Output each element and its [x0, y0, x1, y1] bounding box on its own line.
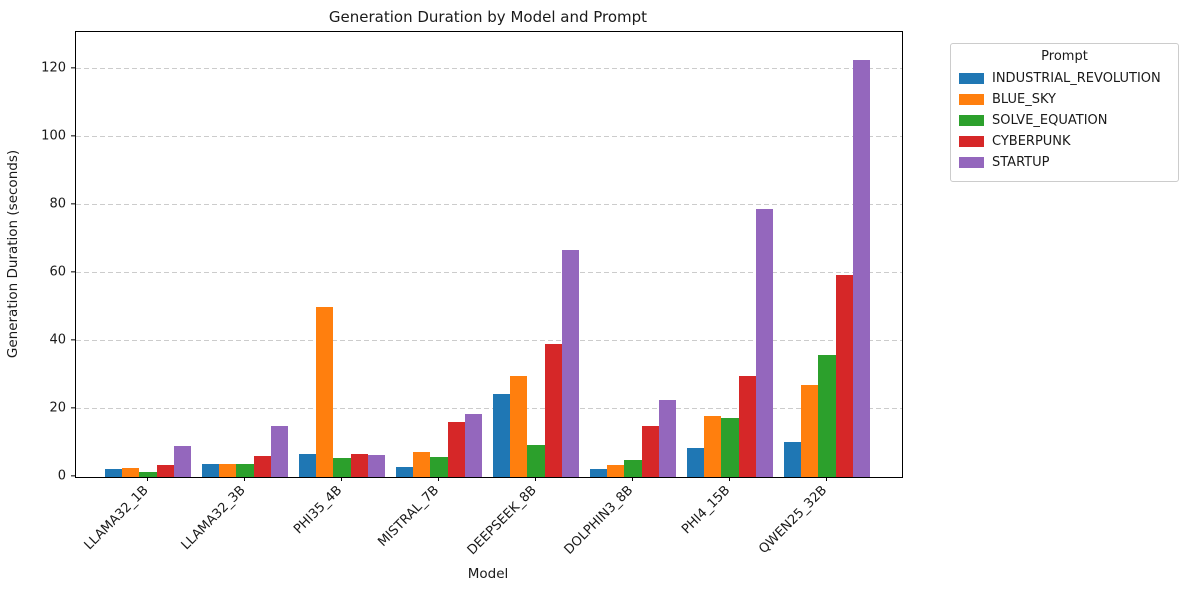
bar-BLUE_SKY-LLAMA32_1B [121, 468, 140, 477]
bar-STARTUP-DEEPSEEK_8B [562, 250, 580, 477]
x-tick-label-text: DEEPSEEK_8B [464, 483, 540, 559]
y-tick-mark [70, 475, 75, 477]
x-tick-label-text: PHI35_4B [291, 483, 346, 538]
legend-entries: INDUSTRIAL_REVOLUTION BLUE_SKY SOLVE_EQUAT… [959, 68, 1170, 173]
bar-CYBERPUNK-MISTRAL_7B [447, 421, 466, 477]
y-tick-mark [70, 203, 75, 205]
bar-SOLVE_EQUATION-QWEN25_32B [818, 355, 836, 477]
gridline-y-100 [76, 135, 902, 137]
bar-CYBERPUNK-QWEN25_32B [835, 274, 854, 477]
bar-INDUSTRIAL_REVOLUTION-MISTRAL_7B [395, 467, 413, 477]
bar-STARTUP-LLAMA32_3B [271, 425, 289, 477]
x-tick-label-text: DOLPHIN3_8B [561, 483, 637, 558]
bar-BLUE_SKY-DOLPHIN3_8B [606, 465, 625, 477]
y-tick-mark [70, 271, 75, 273]
legend-swatch-icon [959, 73, 984, 84]
legend-swatch-icon [959, 115, 984, 126]
x-tick-mark [729, 477, 731, 481]
x-tick-mark [826, 477, 828, 481]
legend: Prompt INDUSTRIAL_REVOLUTION BLUE_SKY SOLV… [950, 43, 1179, 182]
bar-SOLVE_EQUATION-LLAMA32_3B [236, 463, 254, 477]
bar-STARTUP-MISTRAL_7B [465, 414, 483, 477]
bar-STARTUP-LLAMA32_1B [174, 446, 192, 477]
bar-STARTUP-QWEN25_32B [853, 59, 871, 477]
bar-SOLVE_EQUATION-LLAMA32_1B [139, 471, 157, 477]
y-tick-label: 40 [49, 332, 66, 348]
legend-swatch-icon [959, 136, 984, 147]
gridline-y-20 [76, 407, 902, 409]
bar-INDUSTRIAL_REVOLUTION-LLAMA32_3B [201, 463, 219, 477]
legend-row-INDUSTRIAL_REVOLUTION: INDUSTRIAL_REVOLUTION [959, 68, 1170, 89]
gridline-y-120 [76, 67, 902, 69]
x-tick-label-text: QWEN25_32B [756, 483, 831, 557]
bar-INDUSTRIAL_REVOLUTION-DOLPHIN3_8B [589, 469, 607, 477]
y-tick-label: 80 [49, 196, 66, 212]
legend-label: BLUE_SKY [992, 92, 1056, 107]
bar-STARTUP-PHI35_4B [368, 454, 386, 477]
bar-STARTUP-PHI4_15B [756, 208, 774, 477]
x-tick-mark [438, 477, 440, 481]
x-tick-mark [632, 477, 634, 481]
x-tick-mark [535, 477, 537, 481]
bar-BLUE_SKY-DEEPSEEK_8B [509, 375, 528, 477]
x-tick-label-text: LLAMA32_1B [81, 483, 152, 554]
legend-label: SOLVE_EQUATION [992, 113, 1108, 128]
x-tick-label-text: MISTRAL_7B [375, 483, 443, 550]
bar-INDUSTRIAL_REVOLUTION-LLAMA32_1B [104, 469, 122, 477]
x-tick-mark [244, 477, 246, 481]
y-tick-mark [70, 339, 75, 341]
x-tick-label-text: LLAMA32_3B [178, 483, 249, 554]
legend-row-CYBERPUNK: CYBERPUNK [959, 131, 1170, 152]
legend-row-BLUE_SKY: BLUE_SKY [959, 89, 1170, 110]
bar-CYBERPUNK-DEEPSEEK_8B [544, 343, 563, 477]
bar-SOLVE_EQUATION-PHI4_15B [721, 417, 739, 477]
bar-BLUE_SKY-QWEN25_32B [800, 384, 819, 477]
gridline-y-60 [76, 271, 902, 273]
y-tick-mark [70, 135, 75, 137]
chart-title: Generation Duration by Model and Prompt [328, 8, 648, 26]
bar-SOLVE_EQUATION-PHI35_4B [333, 457, 351, 477]
bar-INDUSTRIAL_REVOLUTION-DEEPSEEK_8B [492, 393, 510, 477]
bar-CYBERPUNK-LLAMA32_1B [156, 465, 175, 477]
gridline-y-80 [76, 203, 902, 205]
bar-STARTUP-DOLPHIN3_8B [659, 399, 677, 477]
bar-CYBERPUNK-LLAMA32_3B [253, 455, 272, 477]
y-tick-label: 0 [57, 468, 66, 484]
legend-swatch-icon [959, 157, 984, 168]
legend-swatch-icon [959, 94, 984, 105]
x-tick-label-text: PHI4_15B [679, 483, 734, 538]
legend-label: CYBERPUNK [992, 134, 1071, 149]
gridline-y-40 [76, 339, 902, 341]
x-tick-mark [147, 477, 149, 481]
legend-label: INDUSTRIAL_REVOLUTION [992, 71, 1161, 86]
bar-INDUSTRIAL_REVOLUTION-QWEN25_32B [783, 442, 801, 477]
y-tick-mark [70, 407, 75, 409]
y-tick-mark [70, 67, 75, 69]
legend-row-SOLVE_EQUATION: SOLVE_EQUATION [959, 110, 1170, 131]
y-tick-label: 60 [49, 264, 66, 280]
x-axis-label: Model [467, 566, 509, 582]
plot-area [75, 31, 903, 478]
bar-BLUE_SKY-PHI35_4B [315, 307, 334, 477]
bar-SOLVE_EQUATION-MISTRAL_7B [430, 457, 448, 477]
y-axis-label: Generation Duration (seconds) [5, 149, 21, 359]
bar-CYBERPUNK-PHI35_4B [350, 453, 369, 477]
bar-BLUE_SKY-MISTRAL_7B [412, 452, 431, 477]
bar-CYBERPUNK-DOLPHIN3_8B [641, 425, 660, 477]
bar-BLUE_SKY-PHI4_15B [703, 416, 722, 477]
bar-BLUE_SKY-LLAMA32_3B [218, 463, 237, 477]
legend-title: Prompt [1041, 49, 1088, 64]
legend-row-STARTUP: STARTUP [959, 152, 1170, 173]
bar-INDUSTRIAL_REVOLUTION-PHI35_4B [298, 453, 316, 477]
y-tick-label: 100 [41, 128, 66, 144]
bar-SOLVE_EQUATION-DEEPSEEK_8B [527, 445, 545, 477]
x-tick-mark [341, 477, 343, 481]
bar-CYBERPUNK-PHI4_15B [738, 375, 757, 477]
y-tick-label: 20 [49, 400, 66, 416]
legend-label: STARTUP [992, 155, 1050, 170]
bar-INDUSTRIAL_REVOLUTION-PHI4_15B [686, 447, 704, 477]
bar-SOLVE_EQUATION-DOLPHIN3_8B [624, 459, 642, 477]
y-tick-label: 120 [41, 60, 66, 76]
